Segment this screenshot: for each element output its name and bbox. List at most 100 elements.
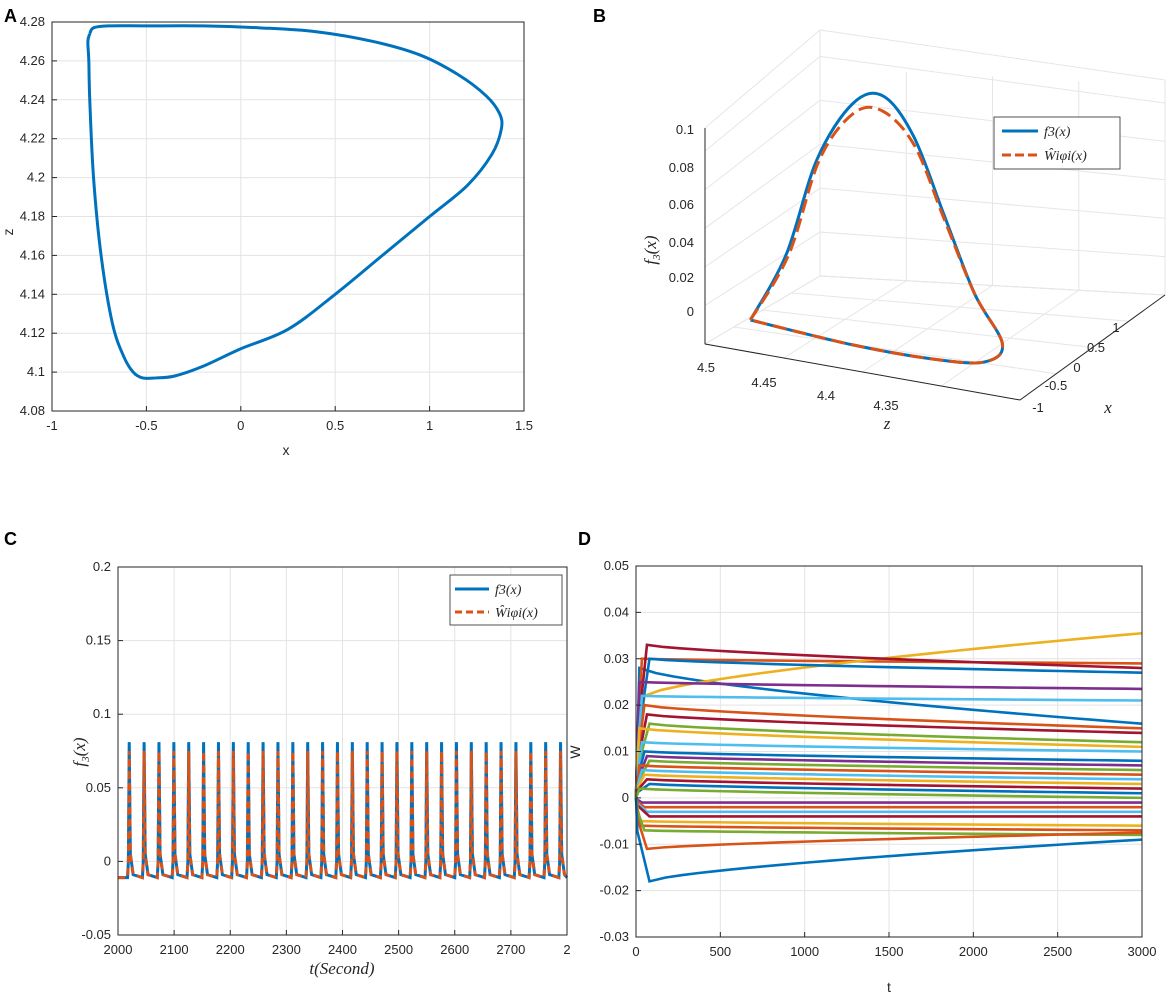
panel-d-xtick-label-4: 2000 (959, 944, 988, 959)
panel-b-x-tick-0: -1 (1032, 400, 1044, 415)
panel-d-line-w24 (634, 797, 1142, 814)
panel-b-f3-tick-2: 0.04 (669, 235, 694, 250)
panel-b-3d-box (703, 28, 1167, 401)
panel-b-f3-tick-3: 0.06 (669, 197, 694, 212)
panel-d-xtick-label-6: 3000 (1128, 944, 1157, 959)
panel-a-ytick-label-3: 4.14 (20, 286, 45, 301)
panel-d-line-w16 (634, 764, 1143, 799)
panel-letter-c: C (4, 529, 17, 549)
panel-b-f3-tick-5: 0.1 (676, 122, 694, 137)
panel-b-legend-label-what: Ŵiφi(x) (1044, 147, 1087, 164)
panel-c-xtick-label-1: 2100 (160, 942, 189, 957)
panel-c-ytick-label-5: 0.2 (93, 559, 111, 574)
panel-d-line-w1 (634, 666, 1143, 798)
panel-a-ytick-label-5: 4.18 (20, 209, 45, 224)
panel-d-frame (635, 565, 1143, 938)
panel-d-line-w14 (634, 754, 1143, 798)
panel-c-xlabel: t(Second) (309, 959, 374, 978)
panel-b-zaxis-label: z (883, 414, 891, 433)
panel-c-xtick-label-7: 2700 (496, 942, 525, 957)
panel-c-xtick-label-3: 2300 (272, 942, 301, 957)
panel-d-line-w5 (634, 657, 1143, 798)
panel-b-hgrid-0 (704, 275, 1166, 345)
panel-c-ytick-label-1: 0 (104, 853, 111, 868)
panel-d-line-w20 (634, 782, 1143, 799)
panel-c-ytick-label-0: -0.05 (81, 927, 111, 942)
panel-b-hgrid-1 (704, 231, 1166, 306)
panel-d-line-w18 (634, 773, 1143, 799)
panel-b-f3-tick-1: 0.02 (669, 270, 694, 285)
panel-d-line-w17 (634, 768, 1143, 799)
panel-c-ytick-label-2: 0.05 (86, 780, 111, 795)
panel-d-line-w12 (634, 740, 1143, 798)
panel-b-x-axis (1019, 294, 1166, 401)
panel-c-xtick-label-6: 2600 (440, 942, 469, 957)
panel-b-x-tick-3: 0.5 (1087, 340, 1105, 355)
panel-d-ytick-label-6: 0.03 (604, 651, 629, 666)
panel-d-ytick-label-8: 0.05 (604, 558, 629, 573)
panel-c-legend: f3(x) Ŵiφi(x) (449, 574, 563, 626)
panel-a-xtick-label-2: 0 (237, 418, 244, 433)
panel-a-ylabel: z (0, 229, 16, 236)
panel-b-z-tick-2: 4.4 (817, 388, 835, 403)
panel-c-series-what (118, 750, 569, 880)
panel-d-line-w23 (634, 797, 1142, 809)
panel-d-ytick-label-0: -0.03 (599, 929, 629, 944)
panel-a-ytick-label-9: 4.26 (20, 53, 45, 68)
panel-d-ytick-label-1: -0.02 (599, 883, 629, 898)
panel-a-xlabel: x (283, 442, 290, 458)
panel-b-f3-label: f3(x) (641, 235, 663, 264)
panel-d-ticks: 0 500 1000 1500 2000 2500 3000 -0.03 -0.02 -0.01 0… (599, 558, 1156, 959)
panel-a-grid (52, 22, 524, 411)
panel-a-ytick-label-8: 4.24 (20, 92, 45, 107)
panel-b-floor-grid-b3 (940, 289, 1080, 387)
panel-a-ytick-label-2: 4.12 (20, 325, 45, 340)
panel-b-z-tick-0: 4.5 (697, 360, 715, 375)
panel-d-ytick-label-2: -0.01 (599, 836, 629, 851)
panel-d-xlabel: t (887, 979, 891, 995)
panel-a-trajectory (86, 24, 504, 380)
panel-c-legend-box (449, 574, 563, 626)
panel-b-floor-grid-a3 (791, 292, 1129, 322)
panel-c-xtick-label-0: 2000 (104, 942, 133, 957)
panel-d-line-w4 (634, 643, 1143, 798)
panel-d-line-w11 (634, 726, 1143, 798)
panel-b-legend-box (993, 116, 1121, 170)
panel-d-line-w8 (634, 703, 1143, 798)
panel-a-plot: -1 -0.5 0 0.5 1 1.5 4.08 4.1 4.12 4.14 4.16 4.18 4.2… (0, 14, 533, 458)
panel-b-floor-grid-b2 (862, 285, 993, 373)
panel-a-frame (51, 21, 525, 412)
panel-d-plot: 0 500 1000 1500 2000 2500 3000 -0.03 -0.02 -0.01 0… (567, 558, 1156, 995)
panel-d-ytick-label-7: 0.04 (604, 604, 629, 619)
panel-b-hgrid-2 (704, 187, 1166, 268)
panel-letter-b: B (593, 6, 606, 26)
panel-b-legend-label-f3: f3(x) (1044, 125, 1071, 140)
panel-d-xtick-label-2: 1000 (790, 944, 819, 959)
panel-d-grid (636, 566, 1142, 937)
panel-c-xtick-label-2: 2200 (216, 942, 245, 957)
panel-a-ytick-label-0: 4.08 (20, 403, 45, 418)
panel-b-series-what (749, 105, 1005, 365)
panel-c-xtick-label-8: 2 (563, 942, 570, 957)
panel-d-line-w21 (634, 787, 1143, 800)
panel-d-line-w10 (634, 722, 1143, 798)
panel-d-xtick-label-5: 2500 (1043, 944, 1072, 959)
panel-d-line-w29 (634, 797, 1143, 851)
panel-c-ytick-label-3: 0.1 (93, 706, 111, 721)
panel-a-xtick-label-4: 1 (426, 418, 433, 433)
panel-d-line-w2 (634, 657, 1143, 798)
panel-b-x-tick-2: 0 (1073, 360, 1080, 375)
panel-b-plot: 0 0.02 0.04 0.06 0.08 0.1 4.5 4.45 4.4 4.35 -1-0.5… (641, 28, 1167, 433)
panel-b-f3-tick-0: 0 (687, 304, 694, 319)
panel-b-hgrid-5 (704, 55, 1166, 152)
panel-d-xtick-label-1: 500 (709, 944, 731, 959)
panel-d-line-w7 (634, 694, 1143, 798)
panel-d-line-w30 (634, 797, 1143, 883)
panel-d-line-w6 (634, 680, 1143, 798)
panel-c-plot: 2000 2100 2200 2300 2400 2500 2600 2700 2 -0.05 0 0… (70, 559, 571, 978)
panel-d-line-w19 (634, 777, 1143, 799)
panel-d-ytick-label-3: 0 (622, 790, 629, 805)
panel-d-line-w13 (634, 750, 1143, 798)
panel-d-line-w9 (634, 712, 1143, 798)
